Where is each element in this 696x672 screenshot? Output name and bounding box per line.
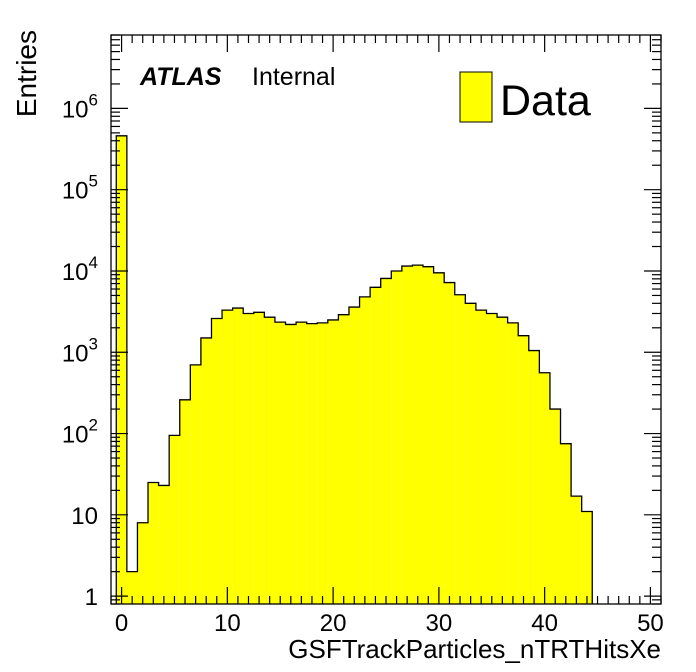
axis-ticks <box>110 34 662 605</box>
bar-bin-36 <box>497 317 508 604</box>
bar-bin-13 <box>253 312 265 604</box>
bar-bin-26 <box>391 270 402 604</box>
bar-bin-4 <box>158 485 170 604</box>
y-tick-label: 105 <box>62 172 98 205</box>
bar-bin-41 <box>549 409 561 604</box>
x-tick-label: 50 <box>637 610 664 637</box>
bar-bin-34 <box>475 310 487 604</box>
bar-bin-24 <box>370 287 381 604</box>
bar-bin-5 <box>169 435 180 604</box>
y-tick-label: 103 <box>62 334 98 367</box>
bar-bin-0 <box>116 135 127 604</box>
y-tick-label: 104 <box>62 253 98 286</box>
internal-label: Internal <box>252 63 335 91</box>
bar-bin-39 <box>528 350 540 604</box>
legend: Data <box>459 71 591 125</box>
bar-bin-9 <box>211 318 223 604</box>
bar-bin-17 <box>296 322 307 604</box>
bar-bin-6 <box>179 399 191 604</box>
x-tick-label: 0 <box>115 610 128 637</box>
y-tick-label: 102 <box>62 416 98 449</box>
bar-bin-20 <box>327 319 339 604</box>
bar-bin-27 <box>401 266 413 604</box>
bar-bin-33 <box>465 303 476 604</box>
bar-bin-32 <box>454 294 466 604</box>
bar-bin-10 <box>222 310 233 604</box>
y-tick-label: 106 <box>62 90 98 123</box>
bar-bin-3 <box>148 482 159 604</box>
bar-bin-25 <box>380 278 392 604</box>
bar-bin-37 <box>507 322 519 604</box>
atlas-label: ATLAS <box>139 63 222 91</box>
bar-bin-15 <box>274 322 286 604</box>
y-tick-label: 10 <box>71 503 98 530</box>
bar-bin-43 <box>571 496 582 604</box>
bar-bin-28 <box>412 265 424 604</box>
bar-bin-12 <box>243 313 254 604</box>
bar-bin-14 <box>264 317 275 604</box>
bar-bin-35 <box>486 313 498 604</box>
bar-bin-29 <box>423 266 434 604</box>
bar-bin-16 <box>285 324 297 604</box>
bar-bin-40 <box>539 372 550 604</box>
y-tick-label: 1 <box>85 584 98 611</box>
bar-bin-18 <box>306 323 318 604</box>
bar-bin-44 <box>581 511 593 604</box>
bar-bin-38 <box>518 335 529 604</box>
y-axis-label: Entries <box>11 30 42 117</box>
bar-bin-11 <box>232 308 244 604</box>
bar-bin-8 <box>200 337 212 604</box>
bar-bin-21 <box>338 314 349 604</box>
legend-swatch <box>459 71 493 123</box>
bar-bin-1 <box>126 571 138 604</box>
bar-bin-23 <box>359 296 371 604</box>
tick-labels: 0 10 20 30 40 50 1 10 102 103 104 105 106 <box>62 90 664 637</box>
bar-bin-2 <box>137 522 149 604</box>
x-tick-label: 20 <box>320 610 347 637</box>
bar-bin-42 <box>560 443 572 604</box>
x-tick-label: 40 <box>531 610 558 637</box>
x-tick-label: 30 <box>426 610 453 637</box>
histogram-bars <box>115 135 593 604</box>
bar-bin-22 <box>348 307 360 604</box>
bar-bin-31 <box>444 282 455 604</box>
bar-bin-30 <box>433 272 445 604</box>
bar-bin-19 <box>317 322 328 604</box>
legend-entry-data: Data <box>500 77 591 125</box>
x-axis-label: GSFTrackParticles_nTRTHitsXe <box>288 634 661 664</box>
histogram-outline <box>115 135 593 604</box>
bar-bin-7 <box>190 364 201 604</box>
x-tick-label: 10 <box>214 610 241 637</box>
